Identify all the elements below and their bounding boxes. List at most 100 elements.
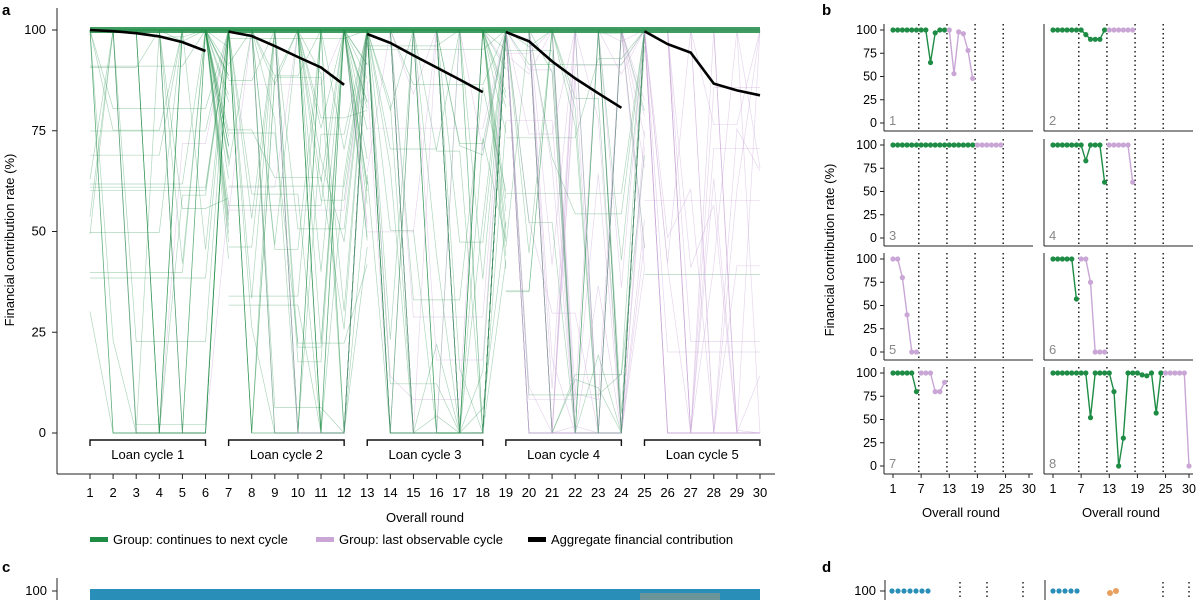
panel-a-cycle-bracket (366, 439, 484, 446)
panel-a-aggregate-line (505, 30, 623, 109)
panel-b-point (1172, 370, 1178, 376)
panel-a-group-line (644, 29, 760, 434)
legend-label-last: Group: last observable cycle (339, 532, 503, 547)
panel-b-point (1097, 349, 1103, 355)
panel-a-group-line (366, 29, 507, 434)
panel-a-group-line (366, 29, 507, 434)
panel-b-point (1083, 158, 1089, 164)
panel-b-point (960, 31, 966, 37)
panel-b-point (1097, 370, 1103, 376)
panel-c-chart: 100 (25, 578, 760, 600)
panel-d-point (919, 588, 925, 594)
panel-b-point (956, 142, 962, 148)
panel-b-y-tick-label: 75 (863, 161, 877, 175)
panel-a-group-line (228, 29, 368, 430)
panel-b-x-tick-label: 7 (1078, 482, 1085, 496)
panel-b-point (1106, 142, 1112, 148)
panel-a-group-line (366, 29, 507, 434)
panel-a-x-tick-label: 22 (568, 485, 582, 500)
panel-b-x-tick-label: 1 (1050, 482, 1057, 496)
panel-a-group-line (505, 29, 645, 194)
panel-a-group-line (644, 29, 760, 353)
panel-a-group-line (228, 132, 368, 344)
panel-a-group-line (228, 29, 368, 187)
panel-b-point (1106, 27, 1112, 33)
panel-b-point (984, 142, 990, 148)
panel-b-point (1073, 27, 1080, 33)
panel-b-y-tick-label: 100 (856, 252, 877, 266)
panel-b-x-tick-label: 19 (1130, 482, 1144, 496)
panel-b-point (1073, 370, 1080, 376)
panel-a-y-tick-label: 75 (32, 123, 46, 138)
panel-b-point (904, 27, 910, 33)
panel-a-group-line (366, 29, 507, 434)
panel-b-y-tick-label: 75 (863, 389, 877, 403)
panel-a-cycle-label: Loan cycle 2 (250, 447, 323, 462)
panel-a-group-line (367, 29, 507, 434)
panel-b-point (1087, 36, 1094, 42)
panel-b-x-tick-label: 1 (890, 482, 897, 496)
panel-a-group-line (366, 29, 507, 434)
panel-d-point (907, 588, 913, 594)
panel-b-point (909, 142, 915, 148)
panel-a-x-tick-label: 1 (86, 485, 93, 500)
panel-a-group-line (89, 29, 229, 434)
panel-b-point (1059, 27, 1065, 33)
panel-b-y-tick-label: 75 (863, 46, 877, 60)
panel-b-point (1120, 435, 1126, 441)
panel-a-group-line (89, 29, 229, 434)
panel-a-cycle-label: Loan cycle 3 (389, 447, 462, 462)
panel-a-group-line (366, 29, 507, 434)
panel-a-group-line (367, 29, 507, 434)
panel-a-group-line (90, 29, 229, 216)
panel-a-group-line (228, 29, 368, 211)
panel-b-point (1059, 370, 1065, 376)
panel-a-group-line (228, 29, 368, 434)
panel-a-group-line (505, 29, 645, 434)
panel-b-point (946, 142, 952, 148)
panel-a-group-line (228, 29, 368, 434)
panel-b-group-id: 5 (889, 342, 896, 357)
panel-label-c: c (2, 559, 10, 576)
panel-a-group-line (505, 29, 645, 248)
panel-a-group-line (367, 29, 507, 129)
panel-b-point (895, 27, 901, 33)
panel-label-b: b (822, 2, 831, 19)
panel-b-series-line (893, 258, 917, 353)
panel-d-point (1113, 588, 1119, 594)
panel-b-point (1050, 27, 1056, 33)
panel-a-aggregate-line (228, 30, 345, 86)
panel-a-group-line (367, 29, 507, 434)
panel-b-point (970, 75, 976, 81)
panel-b-point (895, 142, 901, 148)
panel-a-group-line (367, 29, 507, 434)
panel-a-group-line (366, 29, 506, 434)
panel-b-point (1186, 463, 1192, 469)
panel-b-point (1111, 389, 1117, 395)
panel-a-group-line (505, 29, 645, 434)
panel-b-point (1069, 27, 1075, 33)
panel-b-point (1134, 370, 1141, 376)
panel-b-point (1064, 370, 1070, 376)
panel-c-data-band-orange (640, 593, 720, 600)
panel-b-point (1097, 36, 1103, 42)
panel-b-y-tick-label: 0 (870, 231, 877, 245)
panel-a-group-line (90, 29, 229, 221)
panel-a-group-line (366, 29, 507, 434)
panel-b-point (951, 71, 957, 77)
panel-a-group-line (228, 29, 368, 434)
panel-b-point (988, 142, 995, 148)
panel-a-individual-group-lines (89, 27, 761, 435)
panel-a-x-tick-label: 13 (360, 485, 374, 500)
panel-b-x-tick-label: 19 (970, 482, 984, 496)
panel-d-y-tick-label-100: 100 (854, 583, 876, 598)
panel-b-x-tick-label: 25 (1159, 482, 1173, 496)
panel-a-group-line (366, 29, 507, 434)
panel-a-group-line (367, 29, 506, 434)
panel-b-point (1177, 370, 1183, 376)
panel-b-point (1125, 370, 1131, 376)
panel-a-x-tick-label: 28 (707, 485, 721, 500)
panel-d-point (1056, 588, 1062, 594)
panel-b-point (1125, 142, 1131, 148)
panel-a-group-line (644, 29, 761, 126)
